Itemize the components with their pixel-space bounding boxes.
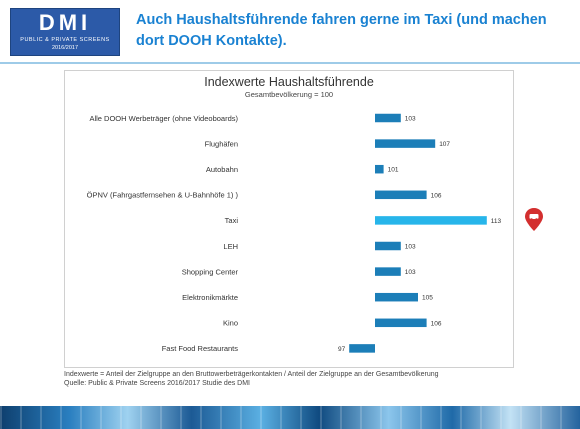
bar — [375, 267, 401, 276]
bar — [375, 113, 401, 123]
bar-chart: Alle DOOH Werbeträger (ohne Videoboards)… — [87, 113, 502, 353]
logo-mark: DMI — [38, 10, 92, 35]
logo-year: 2016/2017 — [52, 45, 78, 51]
chart-frame: Indexwerte Haushaltsführende Gesamtbevöl… — [64, 70, 514, 368]
bar-value-label: 97 — [338, 346, 346, 353]
chart-title: Indexwerte Haushaltsführende — [204, 75, 374, 89]
category-label: Flughäfen — [205, 139, 238, 148]
bar — [375, 164, 384, 174]
bar-value-label: 105 — [422, 295, 433, 302]
bar-value-label: 106 — [431, 192, 442, 199]
footnote: Indexwerte = Anteil der Zielgruppe an de… — [64, 370, 534, 388]
bar — [375, 139, 436, 148]
category-label: Taxi — [225, 216, 239, 225]
category-label: Autobahn — [206, 165, 238, 174]
category-label: Shopping Center — [182, 267, 239, 276]
slide-headline: Auch Haushaltsführende fahren gerne im T… — [136, 12, 547, 49]
footnote-definition: Indexwerte = Anteil der Zielgruppe an de… — [64, 371, 439, 378]
category-label: Alle DOOH Werbeträger (ohne Videoboards) — [89, 114, 238, 123]
bar-value-label: 103 — [405, 269, 416, 276]
footnote-source: Quelle: Public & Private Screens 2016/20… — [64, 380, 250, 387]
category-label: Elektronikmärkte — [182, 293, 238, 302]
bar-value-label: 106 — [431, 320, 442, 327]
category-label: ÖPNV (Fahrgastfernsehen & U-Bahnhöfe 1) … — [87, 191, 239, 200]
bar — [349, 344, 375, 353]
bar — [375, 241, 401, 251]
bar-value-label: 101 — [388, 167, 399, 174]
bar-value-label: 107 — [439, 141, 450, 148]
category-label: Fast Food Restaurants — [162, 344, 239, 353]
bar — [375, 292, 418, 302]
category-label: LEH — [223, 242, 238, 251]
chart-subtitle: Gesamtbevölkerung = 100 — [244, 90, 334, 99]
bar-value-label: 103 — [405, 116, 416, 123]
bar — [375, 190, 427, 200]
bar — [375, 318, 427, 328]
bottom-image-strip — [0, 406, 580, 429]
header-divider — [0, 62, 580, 64]
header: DMI PUBLIC & PRIVATE SCREENS 2016/2017 A… — [0, 0, 580, 62]
category-label: Kino — [223, 319, 238, 328]
bar — [375, 216, 487, 225]
logo-subtitle: PUBLIC & PRIVATE SCREENS — [20, 37, 110, 43]
bar-value-label: 113 — [491, 218, 502, 225]
dmi-logo: DMI PUBLIC & PRIVATE SCREENS 2016/2017 — [10, 8, 120, 56]
map-pin-icon — [525, 208, 543, 231]
bar-value-label: 103 — [405, 244, 416, 251]
